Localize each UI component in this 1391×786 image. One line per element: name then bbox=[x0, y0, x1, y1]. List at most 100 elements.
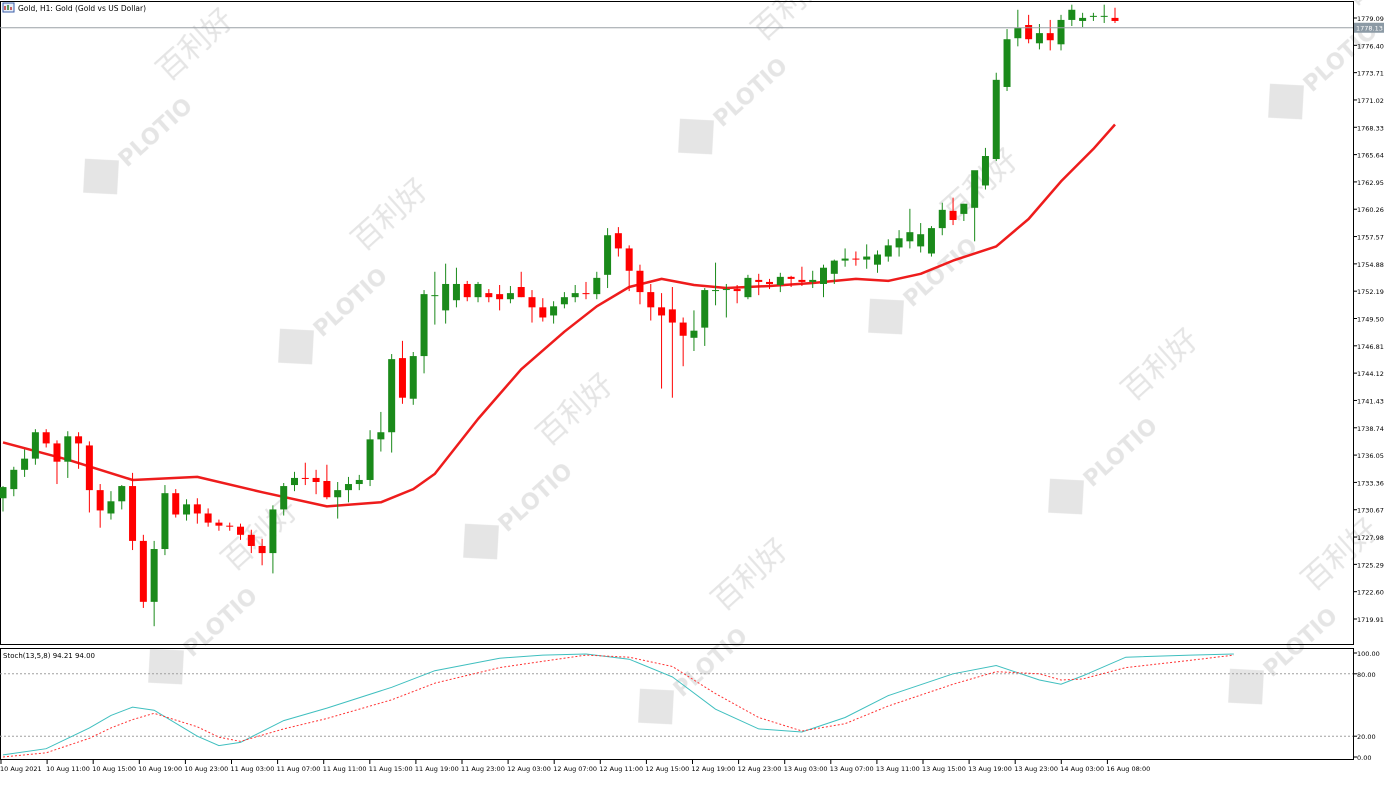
candle-body bbox=[798, 279, 806, 282]
time-axis[interactable]: 10 Aug 2021 10 Aug 11:00 10 Aug 15:00 10 Au… bbox=[0, 760, 1150, 773]
time-tick-label: 12 Aug 23:00 bbox=[738, 765, 782, 773]
stoch-tick-label: 20.00 bbox=[1357, 733, 1376, 741]
candle bbox=[528, 290, 536, 323]
candle bbox=[1111, 7, 1119, 23]
candle bbox=[150, 540, 158, 627]
candle bbox=[290, 471, 298, 492]
candle-body bbox=[679, 322, 687, 336]
candle bbox=[658, 293, 666, 389]
stoch-main-line bbox=[2, 653, 1234, 756]
time-tick-label: 13 Aug 19:00 bbox=[968, 765, 1012, 773]
candle bbox=[323, 464, 331, 500]
candle bbox=[344, 476, 352, 503]
price-tick-label: 1741.43 bbox=[1357, 397, 1384, 405]
candle bbox=[506, 286, 514, 304]
candle-body bbox=[388, 359, 396, 433]
candle bbox=[690, 310, 698, 351]
candle-body bbox=[431, 295, 439, 297]
candle bbox=[906, 208, 914, 249]
candle-body bbox=[917, 234, 925, 247]
candle bbox=[85, 441, 93, 513]
candle bbox=[64, 431, 72, 478]
candle bbox=[863, 244, 871, 269]
candle bbox=[172, 489, 180, 518]
candle bbox=[183, 499, 191, 521]
candle bbox=[938, 202, 946, 236]
time-tick-label: 11 Aug 15:00 bbox=[369, 765, 413, 773]
candle-body bbox=[193, 504, 201, 514]
price-tick-label: 1744.12 bbox=[1357, 370, 1384, 378]
time-tick-label: 13 Aug 15:00 bbox=[922, 765, 966, 773]
candle-body bbox=[247, 534, 255, 546]
bid-line-layer: 1778.13 bbox=[0, 22, 1384, 33]
candle bbox=[852, 251, 860, 266]
candle-body bbox=[927, 228, 935, 254]
stoch-tick-label: 100.00 bbox=[1357, 650, 1380, 658]
candle-body bbox=[323, 480, 331, 498]
candle bbox=[625, 245, 633, 292]
candle-body bbox=[593, 277, 601, 295]
candle bbox=[884, 239, 892, 262]
candle bbox=[485, 289, 493, 303]
chart-window-icon bbox=[2, 2, 15, 13]
candle bbox=[118, 485, 126, 510]
candle-body bbox=[571, 293, 579, 298]
time-tick-label: 13 Aug 03:00 bbox=[784, 765, 828, 773]
current-price-badge bbox=[1354, 22, 1384, 33]
candle bbox=[712, 262, 720, 306]
candle-body bbox=[614, 233, 622, 249]
candle bbox=[766, 278, 774, 290]
candle-body bbox=[701, 290, 709, 328]
candle-body bbox=[344, 484, 352, 491]
candle-body bbox=[841, 258, 849, 261]
candle-body bbox=[658, 307, 666, 316]
candle-body bbox=[766, 281, 774, 284]
candle bbox=[377, 411, 385, 452]
candle bbox=[0, 486, 7, 512]
time-tick-label: 13 Aug 23:00 bbox=[1014, 765, 1058, 773]
price-tick-label: 1752.19 bbox=[1357, 288, 1384, 296]
price-tick-label: 1725.29 bbox=[1357, 561, 1384, 569]
candle-body bbox=[31, 432, 39, 459]
time-tick-label: 13 Aug 11:00 bbox=[876, 765, 920, 773]
candlestick-series bbox=[0, 4, 1119, 627]
candle bbox=[258, 538, 266, 566]
candle bbox=[798, 266, 806, 287]
candle bbox=[927, 226, 935, 257]
candle bbox=[398, 340, 406, 404]
candle-body bbox=[269, 509, 277, 554]
candle-body bbox=[906, 232, 914, 242]
candle bbox=[1089, 12, 1097, 21]
candle bbox=[1057, 14, 1065, 51]
stochastic-series bbox=[0, 653, 1353, 758]
candle bbox=[614, 227, 622, 257]
candle-body bbox=[668, 309, 676, 323]
stoch-axis: 100.00 80.00 20.00 0.00 bbox=[1353, 650, 1380, 762]
stoch-label: Stoch(13,5,8) 94.21 94.00 bbox=[3, 652, 95, 660]
candle-body bbox=[172, 493, 180, 515]
candle-body bbox=[755, 279, 763, 282]
candle-body bbox=[1079, 17, 1087, 21]
time-tick-label: 10 Aug 2021 bbox=[0, 765, 42, 773]
time-tick-label: 11 Aug 03:00 bbox=[231, 765, 275, 773]
candle bbox=[355, 474, 363, 491]
candle bbox=[420, 290, 428, 374]
stoch-pane-frame bbox=[0, 648, 1354, 760]
candle-body bbox=[949, 210, 957, 220]
candle-body bbox=[647, 292, 655, 308]
candle bbox=[960, 203, 968, 222]
candle bbox=[129, 472, 137, 551]
price-axis[interactable]: 1779.09 1776.40 1773.71 1771.02 1768.33 1765.… bbox=[1353, 15, 1384, 624]
time-tick-label: 10 Aug 19:00 bbox=[138, 765, 182, 773]
price-tick-label: 1733.36 bbox=[1357, 479, 1384, 487]
candle-body bbox=[161, 493, 169, 550]
candle bbox=[668, 287, 676, 398]
candle bbox=[722, 283, 730, 318]
candle-body bbox=[64, 436, 72, 462]
candle bbox=[809, 270, 817, 289]
candle bbox=[452, 267, 460, 308]
time-tick-label: 14 Aug 03:00 bbox=[1060, 765, 1104, 773]
candle-body bbox=[636, 270, 644, 293]
